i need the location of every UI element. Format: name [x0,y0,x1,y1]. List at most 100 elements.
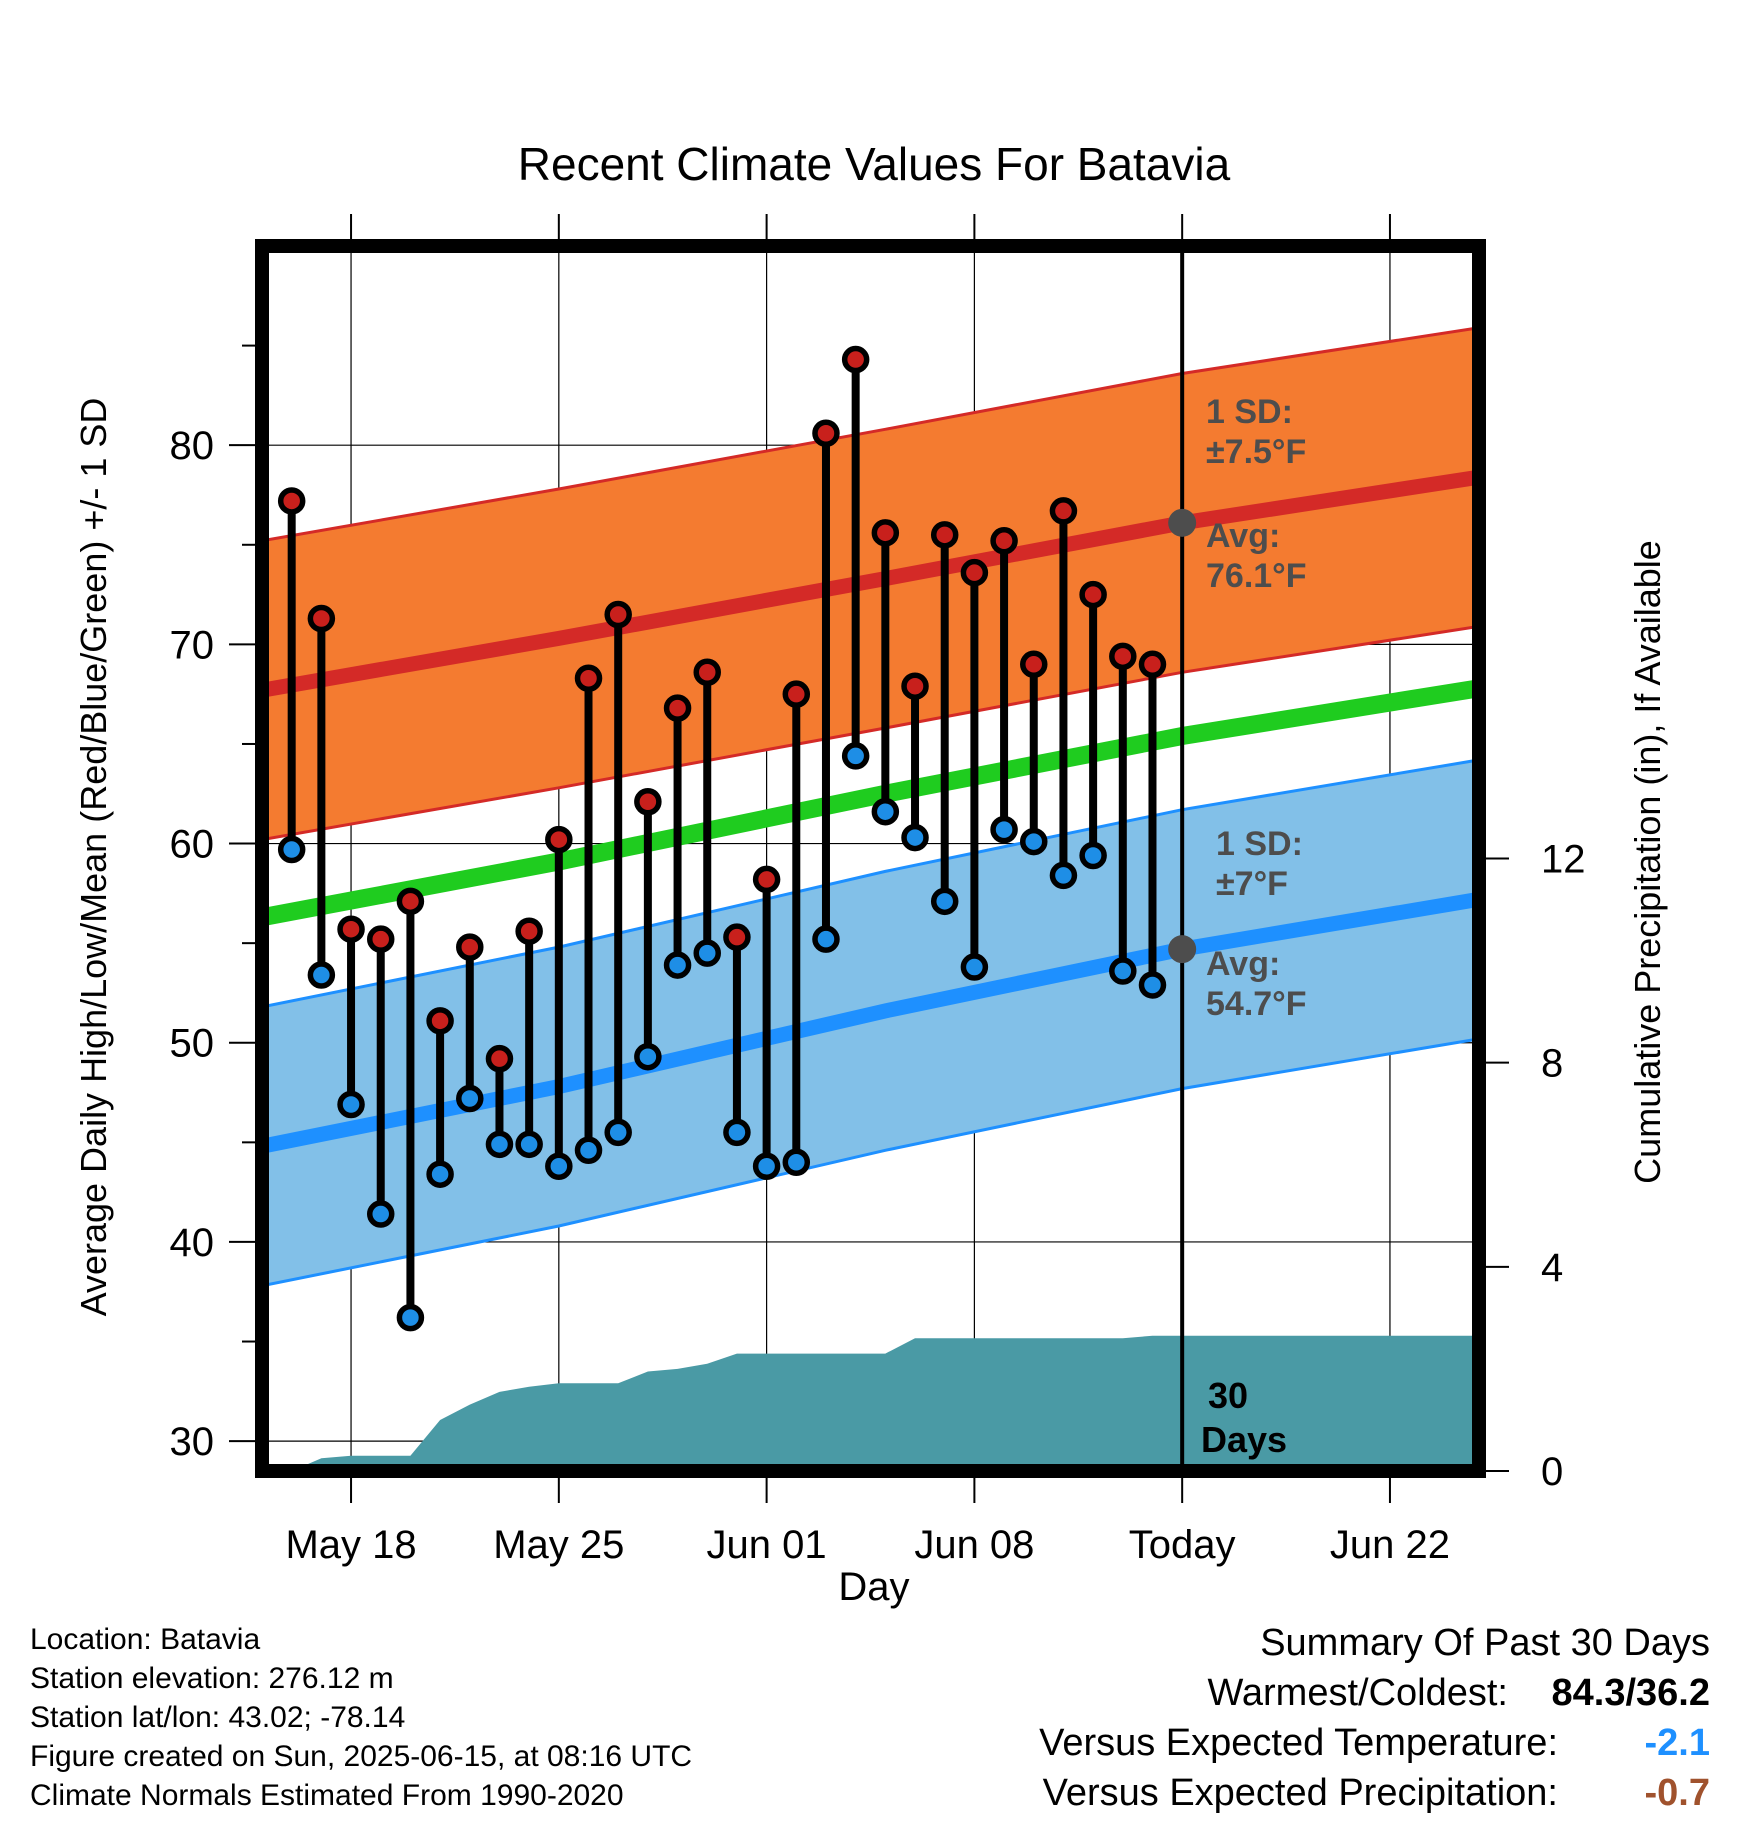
high-point [782,680,811,708]
high-point [604,600,632,629]
high-point [307,604,336,633]
y-tick-label: 70 [170,623,215,667]
summary-title: Summary Of Past 30 Days [1260,1622,1710,1664]
high-point [366,925,395,953]
high-point [693,658,721,687]
high-point [812,419,840,447]
plot-frame [255,239,1486,1478]
high-point [960,558,989,587]
low-point [337,1090,365,1119]
high-point [752,865,781,894]
low-point [515,1130,543,1159]
low-point [930,887,959,916]
low-point [366,1200,395,1228]
low-sd-upper-edge [262,758,1479,1009]
y-tick-label: 40 [170,1221,215,1265]
low-point [426,1160,454,1188]
low-point [663,951,692,979]
high-point [901,672,929,700]
low-sd-annotation: 1 SD: ±7°F [1216,825,1303,903]
temp-departure-label: Versus Expected Temperature: [1039,1722,1558,1764]
low-point [277,835,306,864]
summary-precip-row: Versus Expected Precipitation: -0.7 [810,1768,1710,1818]
y2-tick-label: 0 [1541,1450,1563,1494]
warmest-value: 84.3/36.2 [1551,1672,1710,1714]
low-point [604,1118,632,1147]
low-point [574,1136,603,1165]
high-point [426,1007,454,1035]
high-point [485,1044,514,1073]
high-point [663,694,692,722]
high-point [337,915,365,943]
y2-tick-label: 8 [1541,1042,1563,1086]
today-high-normal-dot [1168,508,1197,537]
y-tick-label: 60 [170,823,215,867]
low-sd-band [262,759,1479,1286]
x-tick-label: Jun 01 [707,1523,827,1567]
station-metadata: Location: Batavia Station elevation: 276… [30,1620,790,1815]
high-point [871,519,900,547]
summary-panel: Summary Of Past 30 Days Warmest/Coldest:… [810,1618,1710,1818]
high-point [1049,497,1078,525]
high-point [1109,642,1137,671]
low-point [634,1042,662,1071]
y-axis-label: Average Daily High/Low/Mean (Red/Blue/Gr… [73,398,114,1317]
low-point [723,1118,751,1147]
chart-title: Recent Climate Values For Batavia [518,138,1231,190]
precip-departure-value: -0.7 [1644,1772,1710,1814]
high-point [841,345,870,374]
low-point [456,1084,484,1113]
temp-departure-value: -2.1 [1644,1722,1710,1764]
high-point [456,933,484,961]
high-point [277,487,306,515]
latlon-text: Station lat/lon: 43.02; -78.14 [30,1701,406,1734]
x-tick-label: May 25 [493,1523,624,1567]
x-tick-label: Jun 08 [914,1523,1034,1567]
summary-warmest-row: Warmest/Coldest: 84.3/36.2 [810,1668,1710,1718]
low-point [1020,827,1048,856]
low-point [871,797,900,826]
warmest-label: Warmest/Coldest: [1207,1672,1508,1714]
low-point [1138,971,1167,999]
high-point [723,923,751,951]
low-point [1079,841,1107,870]
x-tick-label: Today [1129,1523,1236,1567]
y2-axis-label: Cumulative Precipitation (in), If Availa… [1627,540,1668,1184]
location-text: Location: Batavia [30,1623,261,1656]
high-point [930,521,959,549]
low-point [307,961,336,989]
low-point [752,1152,781,1180]
low-point [782,1148,811,1177]
high-point [1079,580,1107,609]
low-point [693,939,721,967]
low-point [396,1303,425,1332]
low-point [960,953,989,981]
axes: 30 40 50 60 70 80 0 4 8 12 May 18 May 25 Jun 01 Jun 0… [170,214,1586,1567]
y-tick-label: 30 [170,1420,215,1464]
low-point [990,815,1018,844]
x-tick-label: May 18 [285,1523,416,1567]
high-point [396,887,425,916]
y2-tick-label: 4 [1541,1246,1563,1290]
high-point [634,787,662,816]
high-point [1020,650,1048,679]
x-axis-label: Day [838,1565,909,1609]
today-window-label: 30 Days [1201,1375,1287,1460]
elevation-text: Station elevation: 276.12 m [30,1662,394,1695]
created-text: Figure created on Sun, 2025-06-15, at 08… [30,1740,693,1773]
y-tick-label: 80 [170,424,215,468]
high-point [990,527,1018,555]
high-point [545,825,573,854]
normals-text: Climate Normals Estimated From 1990-2020 [30,1779,624,1812]
x-tick-label: Jun 22 [1330,1523,1450,1567]
y2-tick-label: 12 [1541,838,1586,882]
plot-area: 1 SD: ±7.5°F Avg: 76.1°F 1 SD: ±7°F Avg: 54.7°F… [262,246,1479,1471]
precip-area [262,1335,1479,1471]
high-point [1138,650,1167,679]
climate-chart: Recent Climate Values For Batavia 1 SD: ±… [73,138,1668,1609]
low-avg-annotation: Avg: 54.7°F [1206,945,1307,1023]
today-low-normal-dot [1168,935,1197,964]
low-point [841,742,870,770]
low-point [901,823,929,852]
precip-departure-label: Versus Expected Precipitation: [1042,1772,1558,1814]
